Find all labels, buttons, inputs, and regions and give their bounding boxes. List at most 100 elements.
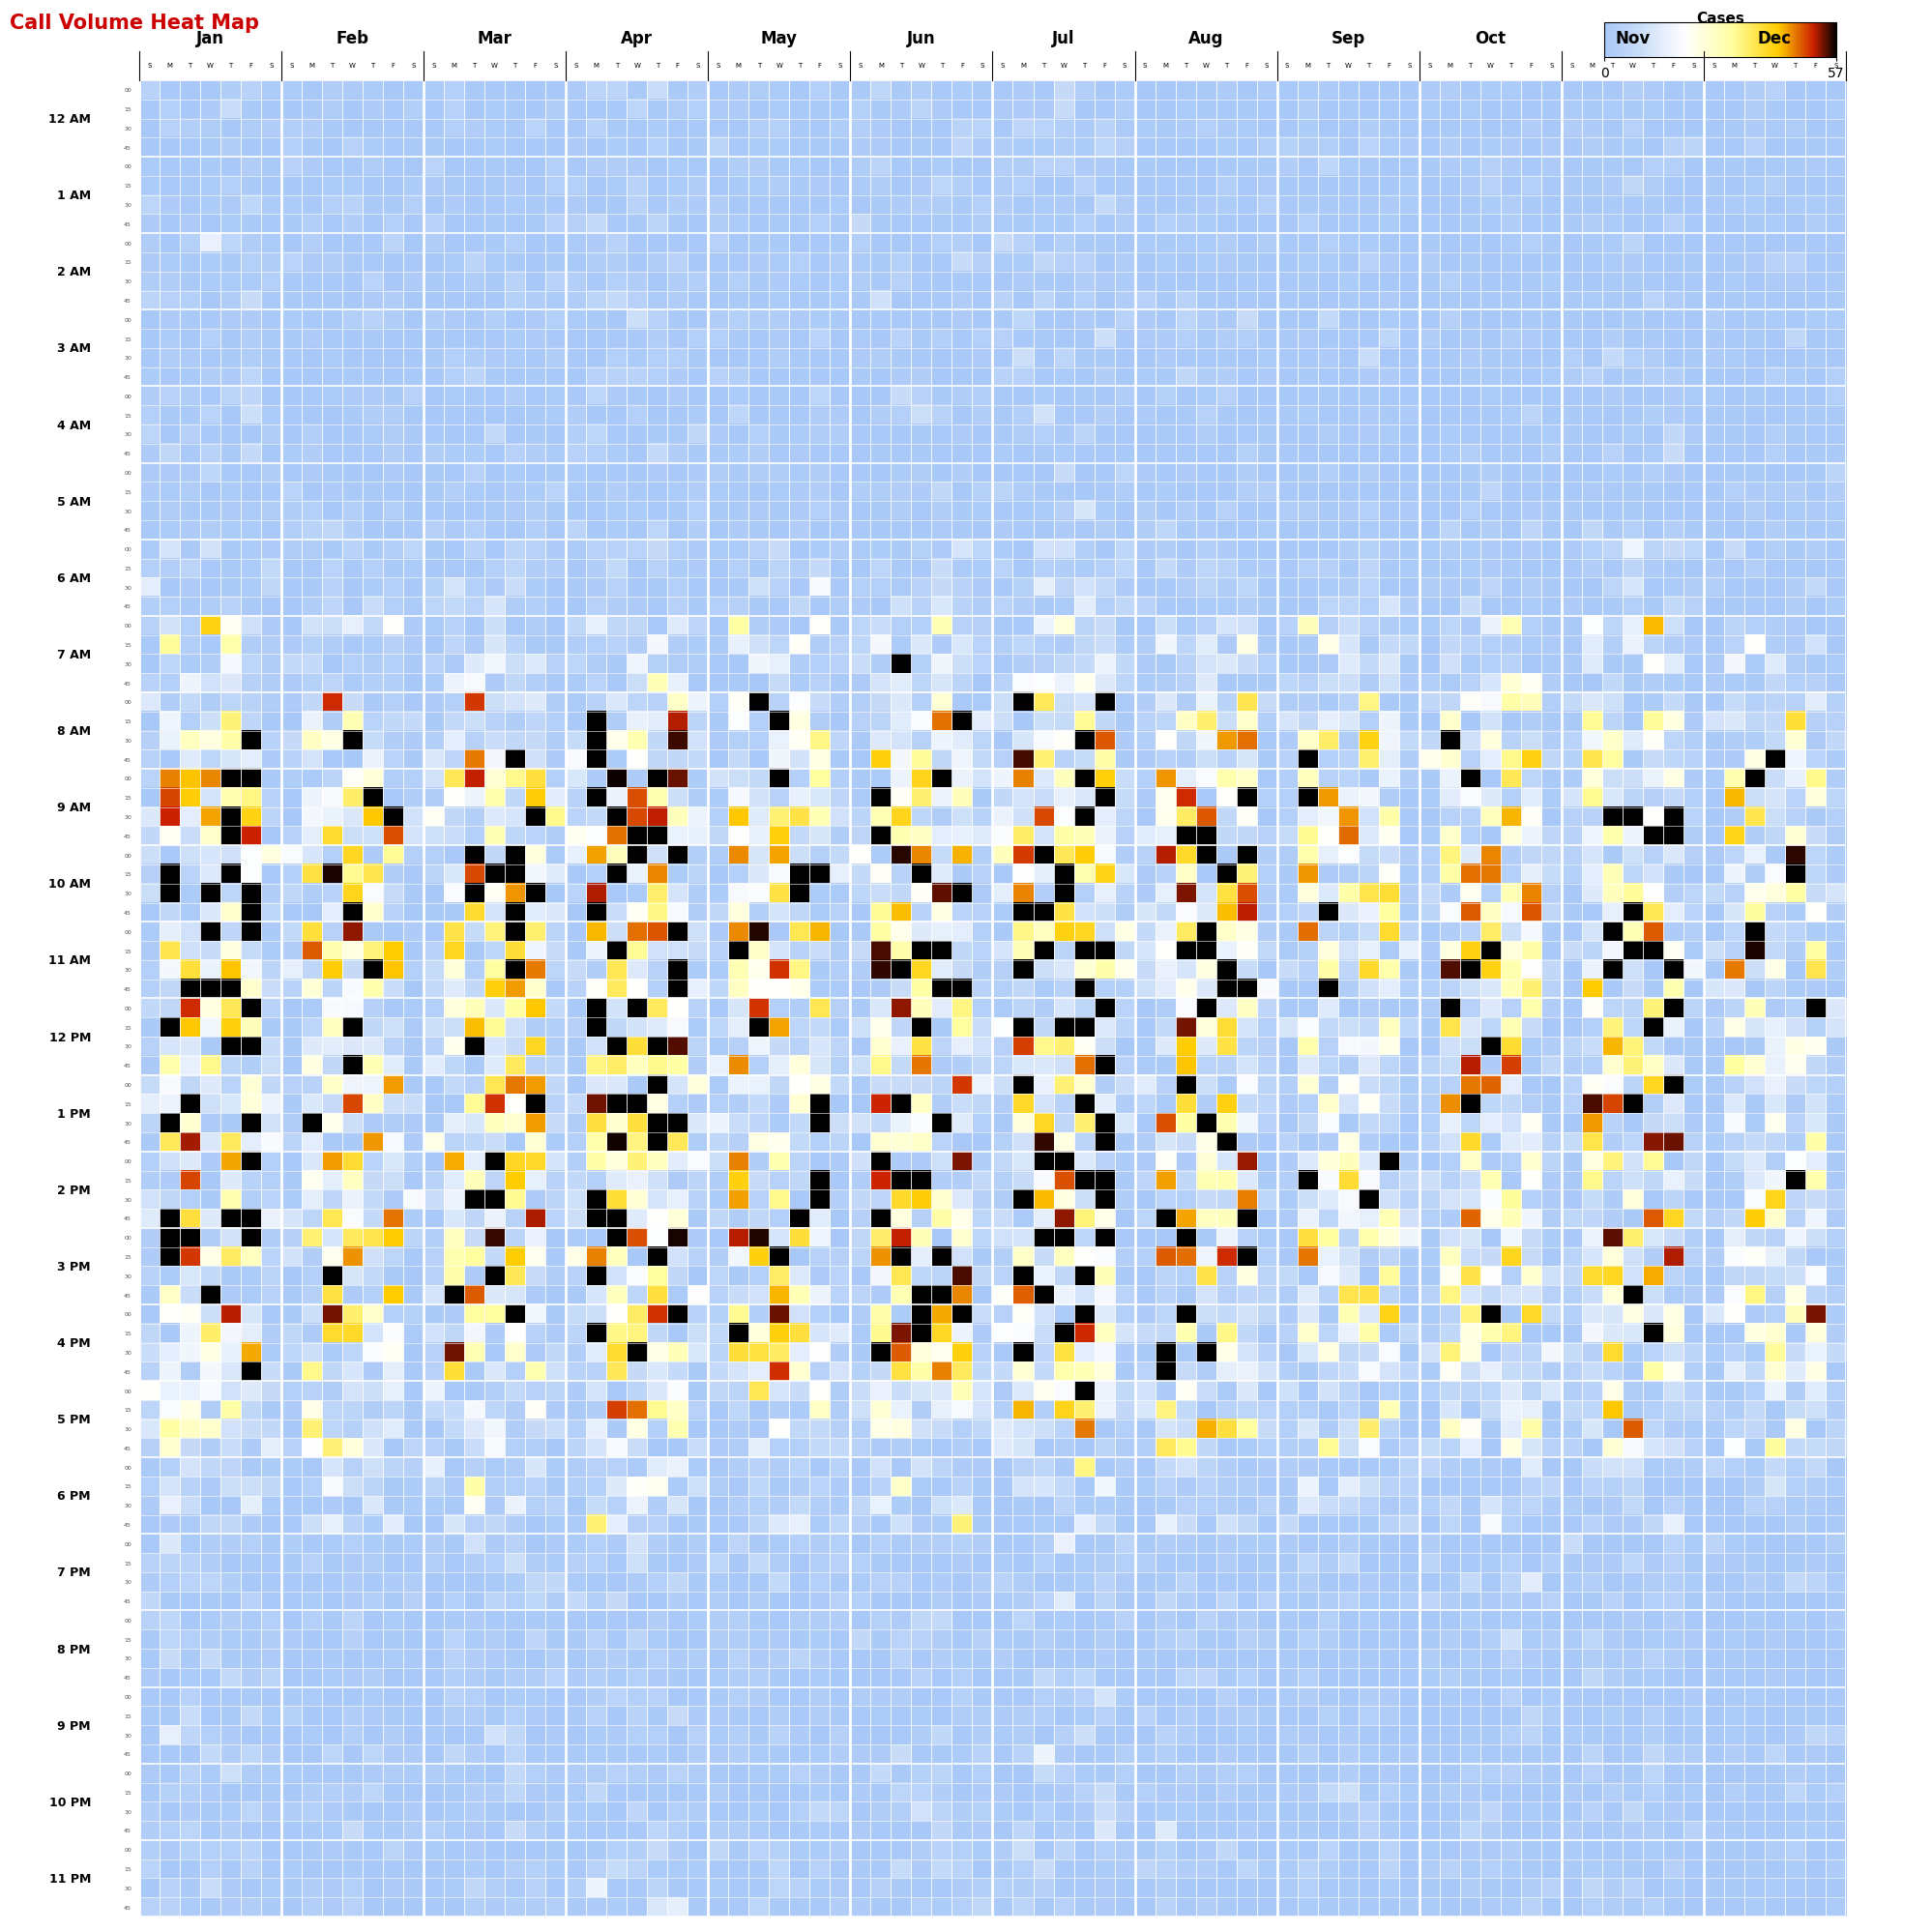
Text: S: S [1426, 62, 1432, 70]
Text: 30: 30 [124, 280, 131, 284]
Text: M: M [1731, 62, 1737, 70]
Text: 00: 00 [124, 317, 131, 323]
Text: Feb: Feb [336, 29, 369, 48]
Text: Call Volume Heat Map: Call Volume Heat Map [10, 14, 259, 33]
Text: 00: 00 [124, 242, 131, 245]
Text: 15: 15 [124, 1408, 131, 1412]
Text: T: T [1650, 62, 1654, 70]
Text: 30: 30 [124, 433, 131, 437]
Text: 45: 45 [124, 299, 131, 303]
Text: 15: 15 [124, 719, 131, 724]
Text: 00: 00 [124, 854, 131, 858]
Text: T: T [1223, 62, 1227, 70]
Text: May: May [761, 29, 798, 48]
Text: 1 AM: 1 AM [56, 189, 91, 203]
Text: 00: 00 [124, 1007, 131, 1010]
Text: W: W [775, 62, 782, 70]
Text: T: T [228, 62, 232, 70]
Text: W: W [1202, 62, 1209, 70]
Text: T: T [798, 62, 802, 70]
Text: S: S [1712, 62, 1716, 70]
Text: S: S [269, 62, 272, 70]
Text: 15: 15 [124, 643, 131, 647]
Text: 30: 30 [124, 891, 131, 896]
Text: S: S [858, 62, 862, 70]
Text: T: T [471, 62, 477, 70]
Text: 30: 30 [124, 508, 131, 514]
Text: 15: 15 [124, 1026, 131, 1030]
Text: 30: 30 [124, 663, 131, 667]
Text: F: F [1671, 62, 1675, 70]
Text: 00: 00 [124, 1847, 131, 1853]
Text: S: S [1142, 62, 1146, 70]
Text: W: W [1345, 62, 1350, 70]
Text: F: F [817, 62, 821, 70]
Text: 00: 00 [124, 1082, 131, 1088]
Text: 30: 30 [124, 126, 131, 131]
Text: S: S [1406, 62, 1410, 70]
Text: 2 AM: 2 AM [56, 267, 91, 278]
Text: T: T [1366, 62, 1370, 70]
Text: 45: 45 [124, 1140, 131, 1144]
Text: T: T [1041, 62, 1045, 70]
Text: 30: 30 [124, 815, 131, 819]
Text: 00: 00 [124, 1694, 131, 1698]
Text: 30: 30 [124, 1886, 131, 1889]
Text: S: S [1122, 62, 1126, 70]
Text: F: F [1244, 62, 1248, 70]
Text: S: S [553, 62, 558, 70]
Text: W: W [634, 62, 639, 70]
Text: 15: 15 [124, 184, 131, 189]
Text: 9 AM: 9 AM [56, 802, 91, 813]
Text: 30: 30 [124, 1808, 131, 1814]
Text: 00: 00 [124, 1772, 131, 1776]
Text: Aug: Aug [1188, 29, 1223, 48]
Text: Jun: Jun [906, 29, 935, 48]
Text: S: S [980, 62, 983, 70]
Text: S: S [1001, 62, 1005, 70]
Text: 00: 00 [124, 624, 131, 628]
Text: 30: 30 [124, 968, 131, 972]
Text: 15: 15 [124, 1331, 131, 1335]
Text: 6 PM: 6 PM [58, 1490, 91, 1503]
Text: 45: 45 [124, 452, 131, 456]
Text: F: F [960, 62, 964, 70]
Text: 11 AM: 11 AM [48, 954, 91, 966]
Text: 30: 30 [124, 738, 131, 744]
Text: 45: 45 [124, 1752, 131, 1756]
Text: 15: 15 [124, 949, 131, 954]
Text: T: T [1752, 62, 1756, 70]
Text: 45: 45 [124, 1828, 131, 1833]
Text: 30: 30 [124, 585, 131, 589]
Text: W: W [1486, 62, 1493, 70]
Text: 15: 15 [124, 413, 131, 417]
Text: T: T [939, 62, 943, 70]
Text: S: S [574, 62, 578, 70]
Text: 00: 00 [124, 699, 131, 705]
Text: 15: 15 [124, 1484, 131, 1490]
Text: 00: 00 [124, 394, 131, 400]
Text: 9 PM: 9 PM [58, 1719, 91, 1731]
Text: 3 AM: 3 AM [56, 342, 91, 355]
Text: 15: 15 [124, 491, 131, 495]
Text: 00: 00 [124, 89, 131, 93]
Text: 00: 00 [124, 1617, 131, 1623]
Text: 00: 00 [124, 547, 131, 553]
Text: Dec: Dec [1756, 29, 1791, 48]
Text: 45: 45 [124, 1370, 131, 1374]
Text: 15: 15 [124, 261, 131, 265]
Text: 00: 00 [124, 1542, 131, 1546]
Text: 30: 30 [124, 1198, 131, 1202]
Text: 30: 30 [124, 1733, 131, 1737]
Text: 45: 45 [124, 527, 131, 533]
Text: 12 PM: 12 PM [48, 1032, 91, 1043]
Text: 45: 45 [124, 1293, 131, 1298]
Text: 45: 45 [124, 375, 131, 381]
Text: 5 PM: 5 PM [58, 1412, 91, 1426]
Text: 30: 30 [124, 203, 131, 209]
Text: 30: 30 [124, 1273, 131, 1279]
Text: T: T [1182, 62, 1186, 70]
Text: 00: 00 [124, 1389, 131, 1393]
Text: 00: 00 [124, 471, 131, 475]
Text: 00: 00 [124, 1159, 131, 1163]
